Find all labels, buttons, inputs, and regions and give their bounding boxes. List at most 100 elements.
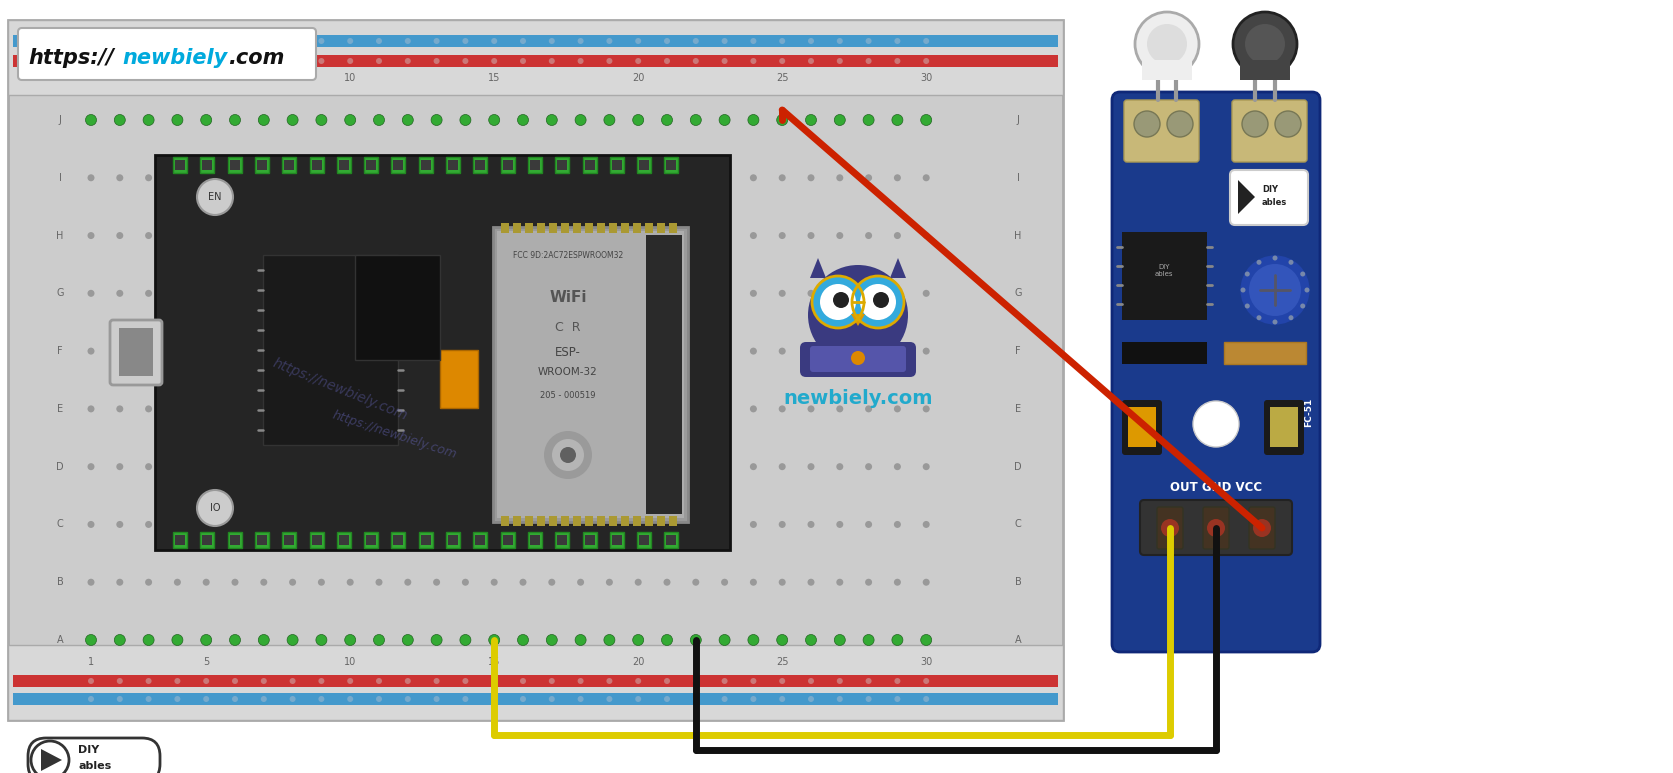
Circle shape [202,290,209,297]
Circle shape [893,579,900,586]
Circle shape [202,405,209,412]
Circle shape [808,636,815,643]
Bar [254,157,269,173]
Circle shape [923,579,930,586]
Circle shape [1168,111,1193,137]
Circle shape [520,463,527,470]
Circle shape [1288,315,1293,320]
Circle shape [231,463,239,470]
Circle shape [345,635,356,645]
Bar [13,693,1057,705]
Circle shape [1134,12,1200,76]
Circle shape [661,114,673,125]
Circle shape [433,521,440,528]
Circle shape [375,521,383,528]
Circle shape [520,232,527,239]
Circle shape [346,405,353,412]
Text: FC-51: FC-51 [1305,397,1313,427]
Bar [201,532,214,548]
Circle shape [836,38,843,44]
Circle shape [836,521,843,528]
Circle shape [664,678,669,684]
Circle shape [808,117,815,124]
Circle shape [520,38,525,44]
Circle shape [85,114,97,125]
Circle shape [750,117,756,124]
Bar [156,155,729,550]
Circle shape [261,117,268,124]
Circle shape [432,635,442,645]
Circle shape [549,678,555,684]
Circle shape [576,635,586,645]
Circle shape [636,58,641,64]
Bar [365,532,378,548]
FancyBboxPatch shape [1123,400,1163,455]
Circle shape [1206,519,1225,537]
Text: 25: 25 [776,657,788,667]
Circle shape [433,579,440,586]
Bar [657,516,664,526]
Circle shape [261,348,268,355]
Text: B: B [57,577,64,587]
Bar [1225,342,1307,364]
Circle shape [808,521,815,528]
Bar [609,532,624,548]
Circle shape [863,114,873,125]
Bar [572,223,581,233]
Circle shape [865,174,872,182]
Circle shape [146,38,152,44]
Text: 5: 5 [202,657,209,667]
Bar [311,535,321,545]
Circle shape [750,348,756,355]
Circle shape [117,58,122,64]
Circle shape [664,117,671,124]
Circle shape [923,290,930,297]
Circle shape [544,431,592,479]
Circle shape [835,635,845,645]
Circle shape [693,174,699,182]
Bar [500,516,509,526]
Bar [228,532,241,548]
Circle shape [231,290,239,297]
Circle shape [923,38,929,44]
Bar [475,535,485,545]
Circle shape [346,579,353,586]
Circle shape [923,348,930,355]
Circle shape [805,635,816,645]
Bar [572,516,581,526]
Circle shape [808,463,815,470]
Circle shape [520,678,525,684]
Circle shape [721,405,728,412]
Bar [1128,407,1156,447]
Circle shape [664,58,669,64]
Circle shape [1245,24,1285,64]
Circle shape [549,521,555,528]
Circle shape [836,290,843,297]
Circle shape [146,636,152,643]
Circle shape [202,696,209,702]
Circle shape [346,636,353,643]
Circle shape [201,114,212,125]
Circle shape [405,405,412,412]
Circle shape [577,174,584,182]
Circle shape [318,579,325,586]
Text: J: J [59,115,62,125]
Circle shape [117,579,124,586]
Bar [201,157,214,173]
Circle shape [719,114,729,125]
Circle shape [373,114,385,125]
Circle shape [549,290,555,297]
Circle shape [492,678,497,684]
Circle shape [606,232,612,239]
Circle shape [492,38,497,44]
Circle shape [750,463,756,470]
Circle shape [547,635,557,645]
Circle shape [520,521,527,528]
Circle shape [865,58,872,64]
Circle shape [289,58,296,64]
Bar [418,532,433,548]
Circle shape [549,58,555,64]
Bar [582,157,597,173]
Circle shape [489,114,500,125]
Circle shape [721,463,728,470]
